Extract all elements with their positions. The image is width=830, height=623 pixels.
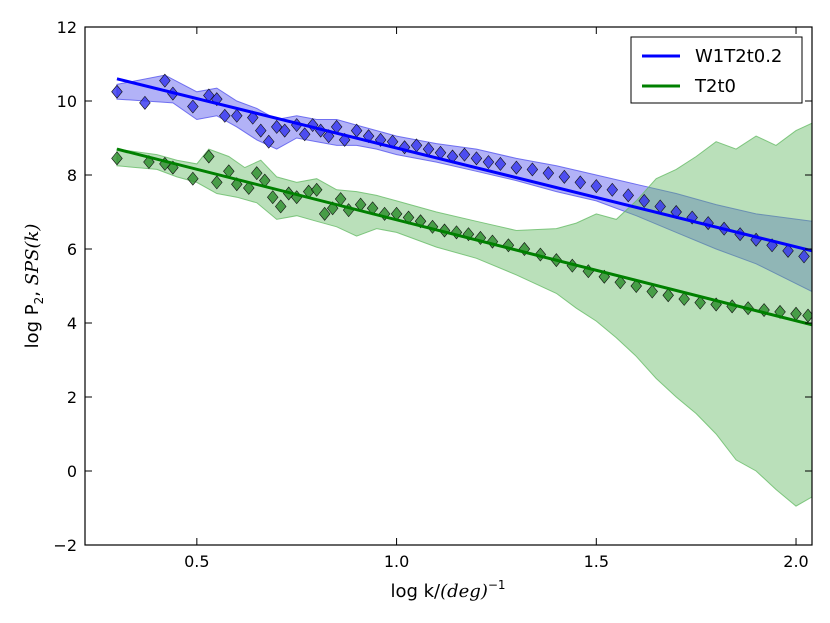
data-point-t2t0: [275, 199, 287, 214]
data-point-t2t0: [502, 238, 515, 253]
data-point-t2t0: [774, 304, 786, 319]
data-point-w1t2t02: [574, 175, 587, 190]
data-point-t2t0: [251, 166, 263, 181]
x-tick-label: 2.0: [783, 552, 808, 571]
legend-label-w1t2t02: W1T2t0.2: [695, 46, 782, 67]
uncertainty-band-w1t2t02: [116, 74, 812, 293]
data-point-w1t2t02: [494, 156, 507, 171]
uncertainty-band-t2t0: [116, 122, 812, 507]
data-point-t2t0: [678, 291, 690, 306]
fit-line-t2t0: [116, 147, 812, 327]
data-point-w1t2t02: [263, 134, 275, 149]
data-point-w1t2t02: [298, 127, 311, 142]
data-point-w1t2t02: [458, 147, 471, 162]
x-tick-label: 0.5: [184, 552, 209, 571]
data-point-t2t0: [694, 295, 706, 310]
y-tick-label: 6: [67, 240, 77, 259]
y-tick-label: 8: [67, 166, 77, 185]
plot-frame: [84, 26, 813, 546]
data-point-t2t0: [318, 206, 331, 221]
data-point-t2t0: [267, 190, 279, 205]
y-axis-label: log P2, SPS(k): [22, 224, 46, 349]
y-tick-label: 12: [57, 18, 77, 37]
data-point-w1t2t02: [606, 182, 618, 197]
data-point-t2t0: [111, 151, 123, 166]
data-point-w1t2t02: [231, 108, 243, 123]
data-point-t2t0: [534, 247, 547, 262]
plot-data-layer: [111, 73, 812, 507]
data-point-w1t2t02: [558, 169, 571, 184]
data-point-t2t0: [614, 275, 626, 290]
data-point-w1t2t02: [526, 162, 539, 177]
y-tick-label: 2: [67, 388, 77, 407]
data-point-w1t2t02: [782, 243, 794, 258]
data-point-t2t0: [243, 180, 255, 195]
y-tick-label: 10: [57, 92, 77, 111]
data-point-w1t2t02: [470, 151, 483, 166]
data-point-w1t2t02: [139, 95, 151, 110]
data-point-w1t2t02: [510, 160, 523, 175]
y-tick-label: 4: [67, 314, 77, 333]
legend: W1T2t0.2 T2t0: [630, 36, 803, 104]
data-point-w1t2t02: [159, 73, 171, 88]
data-point-w1t2t02: [279, 123, 291, 138]
x-tick-label: 1.0: [384, 552, 409, 571]
data-point-w1t2t02: [219, 108, 231, 123]
data-point-t2t0: [203, 149, 215, 164]
data-point-w1t2t02: [590, 179, 603, 194]
data-point-w1t2t02: [111, 84, 123, 99]
data-point-w1t2t02: [482, 155, 495, 170]
legend-label-t2t0: T2t0: [694, 76, 736, 97]
data-point-w1t2t02: [798, 249, 810, 264]
y-tick-label: 0: [67, 462, 77, 481]
x-axis-label: log k/(deg)−1: [390, 578, 505, 602]
data-point-t2t0: [187, 171, 199, 186]
y-tick-label: −2: [53, 536, 77, 555]
legend-box: [630, 36, 803, 104]
data-point-w1t2t02: [638, 193, 650, 208]
data-point-w1t2t02: [542, 166, 555, 181]
data-point-t2t0: [630, 279, 642, 293]
data-point-t2t0: [646, 284, 658, 299]
data-point-t2t0: [310, 182, 323, 197]
axis-ticks: 0.5 1.0 1.5 2.0 −2 0 2 4 6 8 10 12: [53, 18, 812, 571]
data-point-w1t2t02: [255, 123, 267, 138]
data-point-t2t0: [662, 288, 674, 303]
data-point-w1t2t02: [187, 99, 199, 114]
fit-line-w1t2t02: [116, 77, 812, 253]
data-point-w1t2t02: [622, 188, 634, 203]
x-tick-label: 1.5: [584, 552, 609, 571]
data-point-t2t0: [211, 175, 223, 190]
